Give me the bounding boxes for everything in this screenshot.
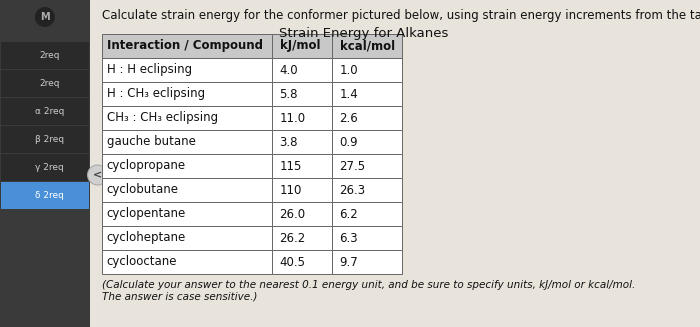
Text: (Calculate your answer to the nearest 0.1 energy unit, and be sure to specify un: (Calculate your answer to the nearest 0.…: [102, 280, 635, 301]
Text: <: <: [93, 170, 102, 180]
Bar: [1, 98, 89, 125]
Bar: [102, 250, 272, 274]
Text: cyclopentane: cyclopentane: [106, 208, 186, 220]
Bar: [272, 154, 332, 178]
Bar: [1, 182, 89, 209]
Text: α 2req: α 2req: [34, 108, 64, 116]
Text: 115: 115: [279, 160, 302, 173]
Bar: [102, 226, 272, 250]
Text: 11.0: 11.0: [279, 112, 306, 125]
Text: cycloheptane: cycloheptane: [106, 232, 186, 245]
Bar: [332, 34, 402, 58]
Bar: [272, 178, 332, 202]
Bar: [102, 58, 272, 82]
Text: 1.0: 1.0: [340, 63, 358, 77]
Bar: [1, 154, 89, 181]
Bar: [332, 226, 402, 250]
Text: 2.6: 2.6: [340, 112, 358, 125]
Bar: [332, 250, 402, 274]
Text: γ 2req: γ 2req: [35, 164, 64, 173]
Bar: [1, 126, 89, 153]
Text: 3.8: 3.8: [279, 135, 298, 148]
Text: Calculate strain energy for the conformer pictured below, using strain energy in: Calculate strain energy for the conforme…: [102, 9, 700, 22]
Circle shape: [88, 165, 108, 185]
Bar: [332, 106, 402, 130]
Bar: [332, 178, 402, 202]
Text: H : H eclipsing: H : H eclipsing: [106, 63, 192, 77]
Bar: [102, 154, 272, 178]
Bar: [272, 58, 332, 82]
Text: 26.0: 26.0: [279, 208, 306, 220]
Text: H : CH₃ eclipsing: H : CH₃ eclipsing: [106, 88, 204, 100]
Text: 4.0: 4.0: [279, 63, 298, 77]
Bar: [332, 202, 402, 226]
Bar: [1, 42, 89, 69]
Text: kcal/mol: kcal/mol: [340, 40, 395, 53]
Text: kJ/mol: kJ/mol: [279, 40, 320, 53]
Text: δ 2req: δ 2req: [35, 192, 64, 200]
Bar: [272, 34, 332, 58]
Bar: [102, 178, 272, 202]
Bar: [102, 202, 272, 226]
Text: 0.9: 0.9: [340, 135, 358, 148]
Bar: [272, 82, 332, 106]
Bar: [102, 106, 272, 130]
Circle shape: [35, 7, 55, 27]
Text: 2req: 2req: [39, 51, 60, 60]
Text: Strain Energy for Alkanes: Strain Energy for Alkanes: [279, 27, 448, 40]
Text: 5.8: 5.8: [279, 88, 298, 100]
Text: β 2req: β 2req: [35, 135, 64, 145]
Bar: [332, 58, 402, 82]
Bar: [332, 130, 402, 154]
Text: Interaction / Compound: Interaction / Compound: [106, 40, 262, 53]
Text: CH₃ : CH₃ eclipsing: CH₃ : CH₃ eclipsing: [106, 112, 218, 125]
Text: 1.4: 1.4: [340, 88, 358, 100]
Text: 27.5: 27.5: [340, 160, 365, 173]
Bar: [272, 226, 332, 250]
Text: 2req: 2req: [39, 79, 60, 89]
Text: 26.3: 26.3: [340, 183, 365, 197]
Bar: [102, 82, 272, 106]
Bar: [1, 70, 89, 97]
Bar: [332, 82, 402, 106]
Text: M: M: [40, 12, 50, 22]
Bar: [102, 130, 272, 154]
Bar: [0, 0, 90, 327]
Text: cyclopropane: cyclopropane: [106, 160, 186, 173]
Text: 9.7: 9.7: [340, 255, 358, 268]
Bar: [272, 130, 332, 154]
Text: 110: 110: [279, 183, 302, 197]
Bar: [272, 250, 332, 274]
Text: 40.5: 40.5: [279, 255, 306, 268]
Text: 26.2: 26.2: [279, 232, 306, 245]
Bar: [272, 106, 332, 130]
Bar: [272, 202, 332, 226]
Text: cyclooctane: cyclooctane: [106, 255, 177, 268]
Bar: [332, 154, 402, 178]
Text: 6.3: 6.3: [340, 232, 358, 245]
Text: gauche butane: gauche butane: [106, 135, 195, 148]
Text: cyclobutane: cyclobutane: [106, 183, 178, 197]
Bar: [102, 34, 272, 58]
Text: 6.2: 6.2: [340, 208, 358, 220]
